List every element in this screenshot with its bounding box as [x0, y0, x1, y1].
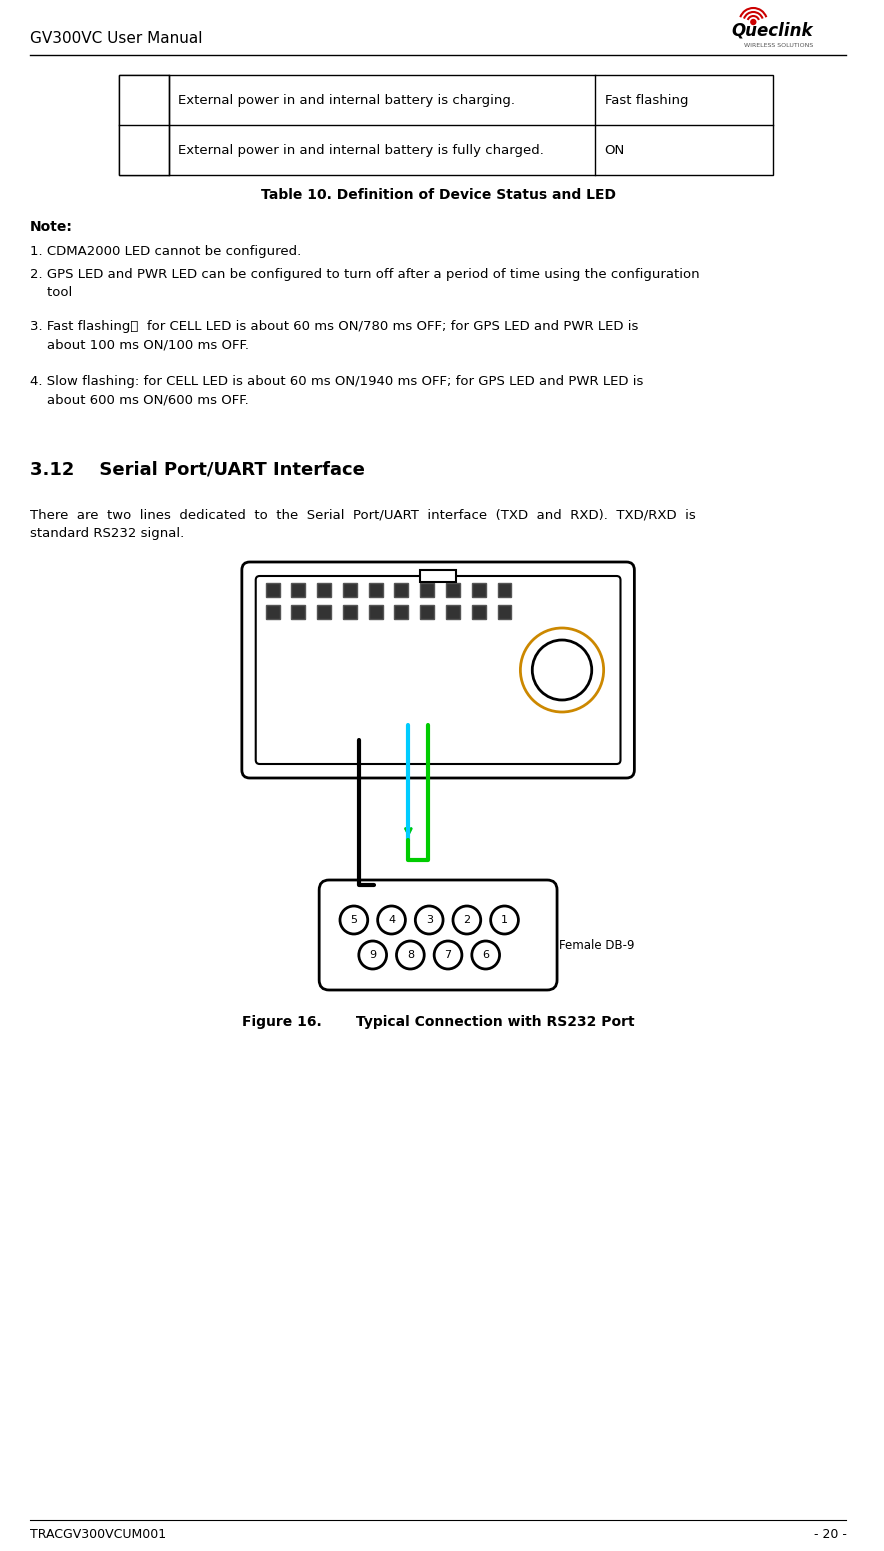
Circle shape [491, 906, 518, 934]
Text: 6: 6 [482, 951, 489, 960]
Circle shape [521, 628, 604, 712]
Circle shape [397, 941, 424, 969]
Circle shape [340, 906, 368, 934]
Text: 1. CDMA2000 LED cannot be configured.: 1. CDMA2000 LED cannot be configured. [30, 245, 301, 257]
Bar [472, 583, 485, 597]
Bar [420, 571, 456, 582]
Bar [394, 583, 408, 597]
Text: TRACGV300VCUM001: TRACGV300VCUM001 [30, 1528, 166, 1542]
Bar [369, 605, 383, 619]
Bar [119, 74, 169, 175]
Text: - 20 -: - 20 - [813, 1528, 847, 1542]
Text: Figure 16.       Typical Connection with RS232 Port: Figure 16. Typical Connection with RS232… [242, 1014, 635, 1028]
Text: WIRELESS SOLUTIONS: WIRELESS SOLUTIONS [743, 42, 812, 48]
Circle shape [751, 20, 756, 25]
Bar [446, 583, 460, 597]
Circle shape [453, 906, 481, 934]
Circle shape [472, 941, 499, 969]
Bar [292, 605, 305, 619]
Text: GV300VC User Manual: GV300VC User Manual [30, 31, 202, 45]
Text: Queclink: Queclink [731, 22, 812, 39]
Text: External power in and internal battery is fully charged.: External power in and internal battery i… [179, 144, 545, 157]
Bar [394, 605, 408, 619]
FancyBboxPatch shape [255, 575, 621, 765]
Bar [472, 605, 485, 619]
Bar [317, 583, 332, 597]
Bar [369, 583, 383, 597]
Text: External power in and internal battery is charging.: External power in and internal battery i… [179, 93, 515, 107]
Bar [343, 583, 357, 597]
Text: 4. Slow flashing: for CELL LED is about 60 ms ON/1940 ms OFF; for GPS LED and PW: 4. Slow flashing: for CELL LED is about … [30, 375, 644, 406]
Circle shape [377, 906, 406, 934]
Circle shape [532, 641, 591, 700]
Bar [343, 605, 357, 619]
Text: 1: 1 [501, 915, 508, 924]
Circle shape [415, 906, 443, 934]
Bar [498, 583, 512, 597]
FancyBboxPatch shape [319, 879, 557, 990]
Text: 4: 4 [388, 915, 395, 924]
Bar [498, 605, 512, 619]
Text: 5: 5 [350, 915, 357, 924]
FancyBboxPatch shape [242, 561, 635, 779]
Text: Table 10. Definition of Device Status and LED: Table 10. Definition of Device Status an… [261, 188, 615, 202]
Text: Female DB-9: Female DB-9 [559, 938, 635, 951]
Text: 2. GPS LED and PWR LED can be configured to turn off after a period of time usin: 2. GPS LED and PWR LED can be configured… [30, 268, 699, 299]
Text: Fast flashing: Fast flashing [605, 93, 688, 107]
Text: 3.12    Serial Port/UART Interface: 3.12 Serial Port/UART Interface [30, 461, 364, 478]
Text: 3: 3 [426, 915, 432, 924]
Bar [446, 605, 460, 619]
Text: Note:: Note: [30, 220, 72, 234]
Bar [266, 583, 279, 597]
Text: 2: 2 [463, 915, 470, 924]
Text: 9: 9 [370, 951, 377, 960]
Bar [420, 583, 434, 597]
Text: 8: 8 [407, 951, 414, 960]
Bar [317, 605, 332, 619]
Text: ON: ON [605, 144, 625, 157]
Bar [292, 583, 305, 597]
Text: 3. Fast flashing：  for CELL LED is about 60 ms ON/780 ms OFF; for GPS LED and PW: 3. Fast flashing： for CELL LED is about … [30, 320, 638, 351]
Circle shape [434, 941, 462, 969]
Bar [266, 605, 279, 619]
Text: There  are  two  lines  dedicated  to  the  Serial  Port/UART  interface  (TXD  : There are two lines dedicated to the Ser… [30, 509, 696, 540]
Circle shape [359, 941, 386, 969]
Text: 7: 7 [445, 951, 452, 960]
Bar [119, 74, 774, 175]
Bar [420, 605, 434, 619]
